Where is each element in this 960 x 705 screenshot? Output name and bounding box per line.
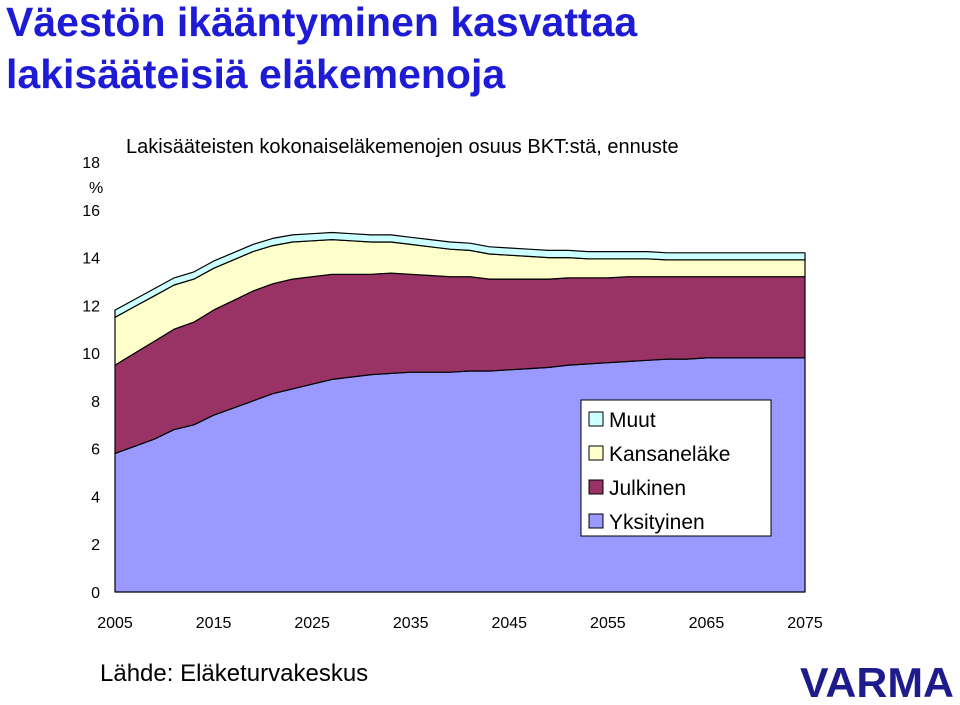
varma-logo: VARMA <box>800 661 954 701</box>
legend-label: Yksityinen <box>609 511 705 534</box>
x-tick-label: 2045 <box>491 615 527 632</box>
legend: Muut Kansaneläke Julkinen Yksityinen <box>580 399 772 537</box>
legend-box <box>580 399 772 537</box>
y-tick-label: 8 <box>91 394 100 411</box>
y-tick-label: 10 <box>82 346 100 363</box>
y-tick-label: 16 <box>82 203 100 220</box>
source-note: Lähde: Eläketurvakeskus <box>100 660 369 687</box>
x-tick-label: 2025 <box>294 615 330 632</box>
y-tick-label: 6 <box>91 442 100 459</box>
legend-label: Julkinen <box>609 477 686 500</box>
x-tick-label: 2075 <box>787 615 823 632</box>
x-tick-label: 2015 <box>196 615 232 632</box>
y-tick-label: 18 <box>82 155 100 172</box>
axes-layer: 0 2 4 6 8 10 12 14 16 18 2005 2015 2025 2035 2045 2055 2… <box>82 155 823 632</box>
y-tick-label: 4 <box>91 489 100 506</box>
legend-swatch-muut <box>588 411 604 427</box>
slide-title-line-2: lakisääteisiä eläkemenoja <box>6 51 506 97</box>
slide-title-line-1: Väestön ikääntyminen kasvattaa <box>6 0 638 45</box>
x-tick-label: 2065 <box>689 615 725 632</box>
y-tick-label: 2 <box>91 537 100 554</box>
x-tick-label: 2055 <box>590 615 626 632</box>
area-muut <box>114 231 806 318</box>
x-tick-label: 2005 <box>97 615 133 632</box>
legend-label: Kansaneläke <box>609 443 730 466</box>
x-tick-label: 2035 <box>393 615 429 632</box>
legend-swatch-yksityinen <box>588 513 604 529</box>
legend-swatch-julkinen <box>588 479 604 495</box>
varma-logo-text: VARMA <box>800 661 954 701</box>
y-tick-label: 14 <box>82 251 100 268</box>
legend-label: Muut <box>609 409 656 432</box>
legend-swatch-kansanel-ke <box>588 445 604 461</box>
y-tick-label: 0 <box>91 585 100 602</box>
slide-title: Väestön ikääntyminen kasvattaa lakisääte… <box>6 0 637 100</box>
y-tick-label: 12 <box>82 298 100 315</box>
y-axis-unit-label: % <box>89 180 104 197</box>
chart-title: Lakisääteisten kokonaiseläkemenojen osuu… <box>126 136 679 158</box>
